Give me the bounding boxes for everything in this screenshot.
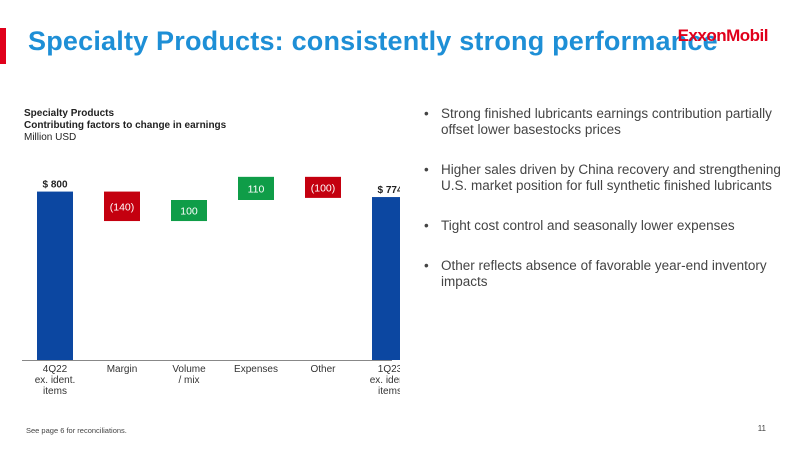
bullet-item: Tight cost control and seasonally lower … — [424, 218, 784, 234]
data-label: $ 800 — [42, 180, 67, 191]
chart-bar — [104, 191, 140, 222]
category-label: Expenses — [234, 364, 278, 375]
data-label: (100) — [311, 182, 336, 194]
chart-unit: Million USD — [24, 132, 77, 143]
chart-bar — [37, 191, 73, 360]
data-label: 100 — [180, 206, 198, 218]
category-label: / mix — [178, 375, 199, 386]
category-label: ex. ident. — [370, 375, 400, 386]
category-label: Margin — [107, 364, 138, 375]
bullet-item: Other reflects absence of favorable year… — [424, 258, 784, 290]
category-label: Other — [310, 364, 336, 375]
footnote: See page 6 for reconciliations. — [26, 426, 127, 435]
chart-header: Specialty Products Contributing factors … — [24, 108, 226, 144]
chart-subtitle: Contributing factors to change in earnin… — [24, 120, 227, 131]
bullet-list: Strong finished lubricants earnings cont… — [424, 106, 784, 314]
category-label: 1Q23 — [378, 364, 400, 375]
slide-title: Specialty Products: consistently strong … — [28, 26, 718, 56]
category-label: Volume — [172, 364, 206, 375]
accent-tab — [0, 28, 6, 64]
chart-bar — [305, 176, 341, 198]
data-label: 110 — [248, 183, 265, 195]
category-label: items — [378, 386, 400, 397]
bullet-item: Strong finished lubricants earnings cont… — [424, 106, 784, 138]
category-label: items — [43, 386, 67, 397]
chart-bar — [171, 200, 207, 222]
category-label: ex. ident. — [35, 375, 76, 386]
chart-bar — [238, 176, 274, 200]
data-label: $ 774 — [377, 185, 400, 196]
chart-bar — [372, 197, 400, 360]
data-label: (140) — [110, 201, 135, 213]
chart-title: Specialty Products — [24, 108, 115, 119]
category-label: 4Q22 — [43, 364, 68, 375]
page-number: 11 — [757, 424, 766, 433]
exxonmobil-logo: ExxonMobil — [677, 26, 769, 45]
bullet-item: Higher sales driven by China recovery an… — [424, 162, 784, 194]
